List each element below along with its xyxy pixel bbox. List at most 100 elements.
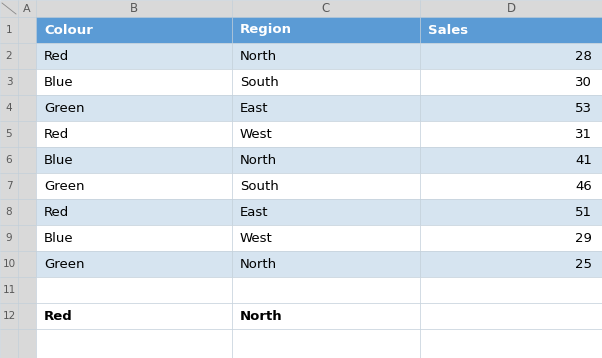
Bar: [232, 121, 420, 147]
Bar: [420, 95, 602, 121]
Bar: [420, 225, 602, 251]
Text: North: North: [240, 310, 282, 323]
Text: East: East: [240, 205, 268, 218]
Bar: [420, 251, 602, 277]
Text: Blue: Blue: [44, 232, 73, 245]
Text: South: South: [240, 76, 279, 88]
Text: Green: Green: [44, 102, 84, 115]
Text: Green: Green: [44, 179, 84, 193]
Bar: [36, 147, 232, 173]
Bar: [232, 69, 420, 95]
Bar: [0, 69, 18, 95]
Bar: [18, 17, 36, 43]
Text: North: North: [240, 257, 277, 271]
Text: 29: 29: [575, 232, 592, 245]
Bar: [18, 147, 36, 173]
Text: 9: 9: [5, 233, 12, 243]
Bar: [232, 199, 420, 225]
Bar: [0, 95, 18, 121]
Bar: [232, 251, 420, 277]
Bar: [36, 199, 232, 225]
Bar: [18, 199, 36, 225]
Bar: [420, 199, 602, 225]
Bar: [0, 17, 18, 43]
Bar: [36, 121, 232, 147]
Bar: [36, 173, 232, 199]
Text: 7: 7: [5, 181, 12, 191]
Bar: [36, 251, 232, 277]
Bar: [36, 329, 232, 358]
Bar: [0, 147, 18, 173]
Text: 30: 30: [575, 76, 592, 88]
Text: 25: 25: [575, 257, 592, 271]
Bar: [0, 43, 18, 69]
Bar: [0, 277, 18, 303]
Bar: [18, 43, 36, 69]
Text: Red: Red: [44, 205, 69, 218]
Text: 5: 5: [5, 129, 12, 139]
Bar: [0, 329, 18, 358]
Bar: [0, 303, 18, 329]
Bar: [36, 0, 232, 17]
Bar: [232, 225, 420, 251]
Text: 28: 28: [575, 49, 592, 63]
Bar: [18, 225, 36, 251]
Bar: [18, 69, 36, 95]
Text: 46: 46: [576, 179, 592, 193]
Bar: [0, 173, 18, 199]
Bar: [420, 173, 602, 199]
Bar: [18, 121, 36, 147]
Text: North: North: [240, 49, 277, 63]
Bar: [36, 69, 232, 95]
Text: 4: 4: [5, 103, 12, 113]
Text: 53: 53: [575, 102, 592, 115]
Bar: [0, 0, 18, 17]
Bar: [232, 0, 420, 17]
Bar: [36, 17, 232, 43]
Text: 3: 3: [5, 77, 12, 87]
Text: 2: 2: [5, 51, 12, 61]
Bar: [0, 225, 18, 251]
Bar: [420, 121, 602, 147]
Text: 41: 41: [575, 154, 592, 166]
Text: Red: Red: [44, 310, 73, 323]
Bar: [36, 43, 232, 69]
Text: West: West: [240, 127, 273, 140]
Text: 8: 8: [5, 207, 12, 217]
Text: Sales: Sales: [428, 24, 468, 37]
Bar: [0, 121, 18, 147]
Bar: [36, 303, 232, 329]
Bar: [18, 303, 36, 329]
Text: D: D: [506, 2, 515, 15]
Bar: [232, 147, 420, 173]
Bar: [420, 0, 602, 17]
Bar: [18, 277, 36, 303]
Bar: [420, 69, 602, 95]
Bar: [420, 277, 602, 303]
Bar: [18, 95, 36, 121]
Text: South: South: [240, 179, 279, 193]
Text: East: East: [240, 102, 268, 115]
Text: C: C: [322, 2, 330, 15]
Bar: [420, 329, 602, 358]
Text: B: B: [130, 2, 138, 15]
Bar: [232, 329, 420, 358]
Text: Red: Red: [44, 49, 69, 63]
Bar: [0, 199, 18, 225]
Bar: [420, 43, 602, 69]
Text: Blue: Blue: [44, 154, 73, 166]
Text: 1: 1: [5, 25, 12, 35]
Bar: [18, 329, 36, 358]
Bar: [18, 0, 36, 17]
Text: Region: Region: [240, 24, 292, 37]
Bar: [232, 277, 420, 303]
Bar: [232, 173, 420, 199]
Bar: [232, 95, 420, 121]
Text: A: A: [23, 4, 31, 14]
Text: 12: 12: [2, 311, 16, 321]
Text: Green: Green: [44, 257, 84, 271]
Bar: [18, 251, 36, 277]
Bar: [232, 303, 420, 329]
Bar: [420, 17, 602, 43]
Text: 11: 11: [2, 285, 16, 295]
